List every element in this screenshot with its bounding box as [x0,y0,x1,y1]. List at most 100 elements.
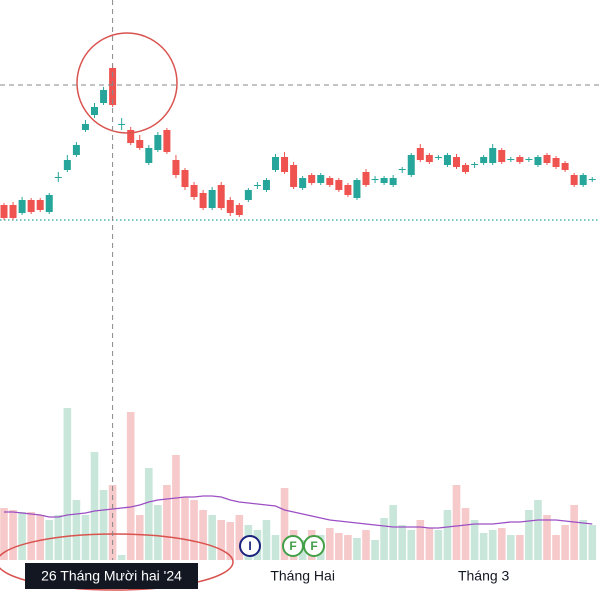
candle-body [172,160,180,175]
volume-bar [0,508,8,560]
candle-body [416,148,424,160]
candle-body [480,157,488,163]
candle-body [561,163,569,170]
volume-bar [353,538,361,560]
candle-body [36,200,44,210]
volume-bar [443,510,452,560]
candle-body [235,205,243,215]
candle-body [471,164,479,165]
volume-bar [461,508,470,560]
candle-body [579,175,587,185]
volume-bar [9,510,17,560]
volume-bar [262,520,271,560]
volume-bar [552,535,560,560]
event-label: F [289,539,296,553]
candle-body [91,107,98,115]
volume-bar [389,505,397,560]
volume-bar [507,535,515,560]
candle-body [145,148,153,163]
candle-body [299,178,307,188]
volume-bar [18,512,26,560]
candle-body [543,155,551,163]
candle-body [262,180,270,190]
volume-bar [362,530,370,560]
volume-bar [217,520,225,560]
volume-bar [479,533,488,560]
volume-bar [99,490,108,560]
volume-bar [344,535,352,560]
candle-body [317,175,325,183]
volume-bar [235,515,244,560]
candle-body [81,124,89,130]
crosshair-x-label: 26 Tháng Mười hai '24 [41,568,182,584]
volume-bar [561,525,569,560]
candle-body [534,157,542,165]
volume-bar [126,412,135,560]
candle-body [588,179,596,180]
candle-body [335,180,343,190]
candle-body [516,157,524,162]
annotation-circle [76,32,178,134]
volume-bar [570,505,578,560]
candle-body [18,200,26,213]
candle-body [9,205,17,218]
volume-bar [63,408,72,560]
volume-bar [181,497,189,560]
volume-bar [525,510,533,560]
volume-bar [380,518,388,560]
volume-bar [36,515,44,560]
volume-bar [172,455,180,560]
volume-bar [470,520,479,560]
candle-body [290,165,298,187]
volume-bar [280,488,289,560]
volume-bar [271,535,280,560]
volume-bar [497,528,506,560]
volume-bar [163,485,171,560]
candle-body [371,179,379,180]
volume-bar [335,533,343,560]
volume-bar [371,540,379,560]
candle-body [489,148,497,163]
volume-bar [516,535,524,560]
candle-body [507,159,515,160]
candle-body [217,185,225,208]
candle-body [45,195,53,212]
candle-body [154,135,162,150]
candle-body [281,157,289,172]
x-tick-label: Tháng 3 [458,568,510,584]
candle-body [118,124,126,125]
candle-body [136,140,144,148]
volume-bar [416,520,425,560]
candle-body [552,158,560,167]
candle-body [63,160,71,170]
candle-body [425,155,433,162]
volume-bar [154,505,162,560]
candle-body [226,200,234,213]
event-label: F [310,539,317,553]
candle-body [109,68,117,105]
candle-body [100,90,108,103]
volume-bar [72,500,81,560]
candle-body [353,180,361,198]
candle-body [462,165,470,172]
candle-body [181,170,189,187]
candle-body [163,130,171,152]
candle-body [398,169,406,170]
volume-bar [579,520,587,560]
candle-body [453,157,460,167]
volume-bar [543,515,551,560]
event-marker[interactable] [303,535,325,557]
candle-body [525,159,533,160]
volume-bar [135,515,144,560]
candle-body [362,172,370,185]
volume-bar [588,525,597,560]
event-label: I [248,539,251,553]
candle-body [498,150,506,162]
event-marker[interactable] [239,535,261,557]
volume-bar [326,528,334,560]
candle-body [253,185,261,186]
x-tick-label: Tháng Hai [270,568,335,584]
volume-bar [434,530,443,560]
